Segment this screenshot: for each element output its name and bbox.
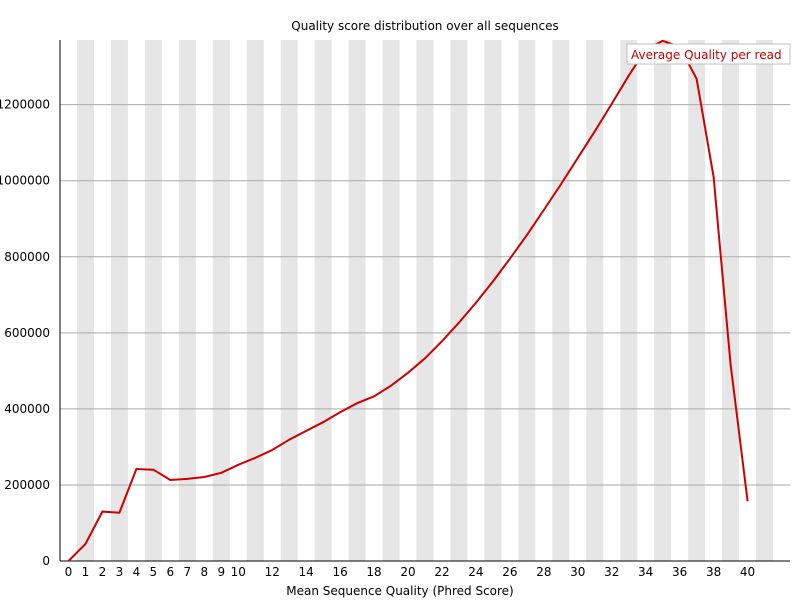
x-tick-label: 1 xyxy=(82,565,90,579)
chart-legend: Average Quality per read xyxy=(626,43,791,65)
background-stripe xyxy=(518,40,536,561)
y-tick-label: 1200000 xyxy=(0,98,50,112)
y-axis-tick-labels: 0 200000 400000 600000 800000 1000000 1200000 xyxy=(0,98,50,568)
x-tick-label: 18 xyxy=(366,565,381,579)
series-line-average-quality xyxy=(67,39,749,562)
background-stripe xyxy=(620,40,638,561)
x-axis-tick-labels: 0 1 2 3 4 5 6 7 8 9 10 12 14 16 18 20 22 24 26 28 30 32 34 36 38… xyxy=(65,565,756,579)
x-tick-label: 14 xyxy=(299,565,314,579)
x-tick-label: 24 xyxy=(468,565,483,579)
x-tick-label: 22 xyxy=(434,565,449,579)
x-tick-label: 2 xyxy=(99,565,107,579)
x-tick-label: 16 xyxy=(332,565,347,579)
x-tick-label: 38 xyxy=(706,565,721,579)
x-axis-label: Mean Sequence Quality (Phred Score) xyxy=(286,584,514,598)
background-stripe xyxy=(756,40,774,561)
background-stripe xyxy=(586,40,604,561)
background-stripe xyxy=(552,40,570,561)
background-stripes xyxy=(76,40,774,561)
background-stripe xyxy=(416,40,434,561)
background-stripe xyxy=(280,40,298,561)
x-tick-label: 10 xyxy=(231,565,246,579)
y-tick-label: 600000 xyxy=(4,326,50,340)
background-stripe xyxy=(654,40,672,561)
y-tick-label: 200000 xyxy=(4,478,50,492)
x-tick-label: 28 xyxy=(536,565,551,579)
background-stripe xyxy=(450,40,468,561)
x-tick-label: 34 xyxy=(638,565,653,579)
legend-label-average-quality: Average Quality per read xyxy=(631,48,782,62)
y-tick-label: 800000 xyxy=(4,250,50,264)
background-stripe xyxy=(484,40,502,561)
background-stripe xyxy=(314,40,332,561)
x-tick-label: 8 xyxy=(200,565,208,579)
background-stripe xyxy=(688,40,706,561)
x-tick-label: 30 xyxy=(570,565,585,579)
background-stripe xyxy=(144,40,162,561)
x-tick-label: 5 xyxy=(150,565,158,579)
background-stripe xyxy=(212,40,230,561)
x-tick-label: 12 xyxy=(265,565,280,579)
background-stripe xyxy=(246,40,264,561)
background-stripe xyxy=(722,40,740,561)
x-tick-label: 20 xyxy=(400,565,415,579)
x-tick-label: 0 xyxy=(65,565,73,579)
y-tick-label: 400000 xyxy=(4,402,50,416)
legend-box xyxy=(626,43,791,65)
background-stripe xyxy=(76,40,94,561)
y-tick-label: 0 xyxy=(42,554,50,568)
x-tick-label: 36 xyxy=(672,565,687,579)
background-stripe xyxy=(178,40,196,561)
x-tick-label: 7 xyxy=(184,565,192,579)
x-tick-label: 26 xyxy=(502,565,517,579)
chart-title: Quality score distribution over all sequ… xyxy=(291,19,558,33)
x-tick-label: 6 xyxy=(167,565,175,579)
x-tick-label: 4 xyxy=(133,565,141,579)
background-stripe xyxy=(348,40,366,561)
y-tick-label: 1000000 xyxy=(0,174,50,188)
background-stripe xyxy=(382,40,400,561)
horizontal-gridlines xyxy=(60,104,790,486)
x-tick-label: 40 xyxy=(740,565,755,579)
x-tick-label: 9 xyxy=(217,565,225,579)
x-tick-label: 3 xyxy=(116,565,124,579)
x-tick-label: 32 xyxy=(604,565,619,579)
background-stripe xyxy=(110,40,128,561)
